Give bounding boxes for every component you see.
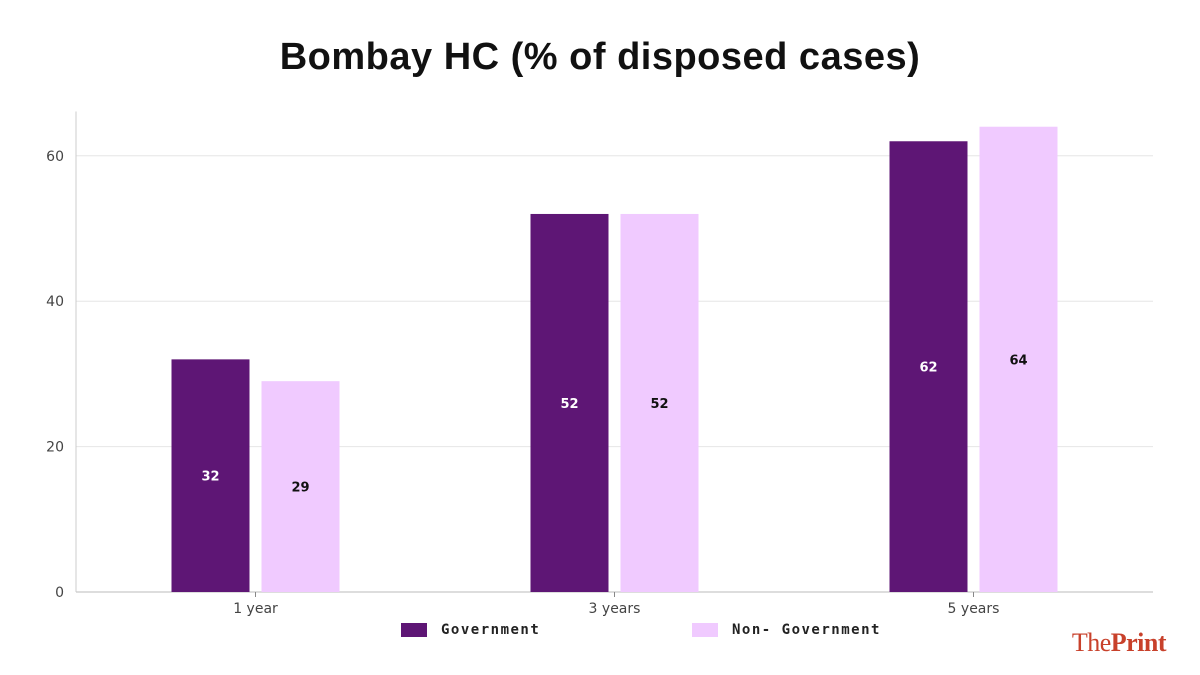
theprint-logo: ThePrint [1071, 628, 1167, 658]
legend-label-non-government: Non- Government [732, 622, 881, 638]
legend-swatch-non-government [692, 623, 718, 637]
legend: Government Non- Government [0, 622, 1200, 642]
bar-label-government-5-years: 62 [919, 361, 937, 376]
bar-government-5-years [889, 141, 968, 592]
bar-government-3-years [530, 213, 609, 592]
bar-label-government-1-year: 32 [201, 470, 219, 485]
bar-non-government-5-years [979, 126, 1058, 592]
bar-non-government-3-years [620, 213, 699, 592]
logo-text-the: The [1071, 628, 1111, 657]
x-tick-label-3-years: 3 years [589, 601, 641, 617]
bar-government-1-year [171, 359, 250, 592]
bar-label-non-government-3-years: 52 [650, 397, 668, 412]
logo-text-print: Print [1110, 628, 1167, 657]
x-tick-label-1-year: 1 year [233, 601, 278, 617]
y-tick-label-60: 60 [46, 149, 64, 165]
y-tick-label-0: 0 [55, 585, 64, 601]
chart-title: Bombay HC (% of disposed cases) [279, 36, 921, 78]
bar-non-government-1-year [261, 381, 340, 592]
y-tick-label-20: 20 [46, 440, 64, 456]
legend-swatch-government [401, 623, 427, 637]
bar-label-non-government-5-years: 64 [1009, 353, 1027, 368]
legend-label-government: Government [441, 622, 541, 638]
bar-label-non-government-1-year: 29 [291, 481, 309, 496]
x-tick-label-5-years: 5 years [948, 601, 1000, 617]
legend-item-government: Government [401, 622, 540, 638]
bar-label-government-3-years: 52 [560, 397, 578, 412]
y-tick-label-40: 40 [46, 294, 64, 310]
legend-item-non-government: Non- Government [692, 622, 881, 638]
bar-chart: 0 20 40 60 32 29 1 year 52 52 3 years 62 64 5 years [46, 111, 1153, 617]
